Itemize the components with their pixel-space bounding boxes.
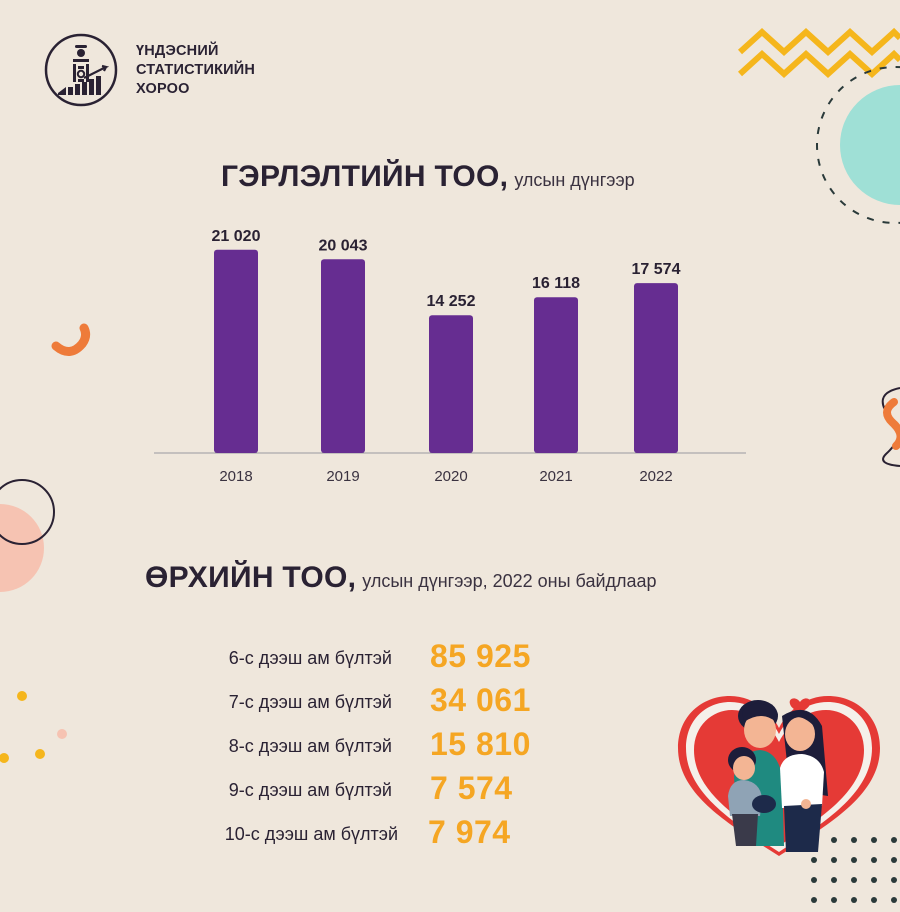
x-tick-label: 2021 xyxy=(539,468,572,485)
household-row-label: 6-с дээш ам бүлтэй xyxy=(228,648,392,668)
marriage-chart-title: ГЭРЛЭЛТИЙН ТОО, улсын дүнгээр xyxy=(221,160,635,194)
household-row-value: 85 925 xyxy=(430,638,531,674)
pink-circle-decoration xyxy=(0,479,55,592)
marriage-title-main: ГЭРЛЭЛТИЙН ТОО, xyxy=(221,160,509,193)
household-row-value: 7 974 xyxy=(428,814,511,850)
household-row-value: 7 574 xyxy=(430,770,513,806)
household-row-value: 15 810 xyxy=(430,726,531,762)
household-row: 9-с дээш ам бүлтэй 7 574 xyxy=(0,770,600,810)
bar-2021 xyxy=(534,297,578,453)
bar-value-label: 21 020 xyxy=(212,228,261,245)
organization-name: ҮНДЭСНИЙ СТАТИСТИКИЙН ХОРОО xyxy=(136,42,316,99)
bar-value-label: 20 043 xyxy=(319,237,368,254)
bar-value-label: 17 574 xyxy=(632,261,681,278)
x-tick-label: 2018 xyxy=(219,468,252,485)
household-row-label: 7-с дээш ам бүлтэй xyxy=(228,692,392,712)
nso-logo xyxy=(44,33,118,107)
bar-2019 xyxy=(321,259,365,453)
household-title-sub: улсын дүнгээр, 2022 оны байдлаар xyxy=(362,571,657,591)
x-tick-label: 2019 xyxy=(326,468,359,485)
household-section-title: ӨРХИЙН ТОО, улсын дүнгээр, 2022 оны байдл… xyxy=(145,561,657,595)
yellow-dots-decoration xyxy=(0,691,67,763)
bar-2022 xyxy=(634,283,678,453)
orange-swirl-decoration xyxy=(51,323,91,356)
teal-circle-decoration xyxy=(816,66,900,224)
bar-2018 xyxy=(214,249,258,453)
household-row: 6-с дээш ам бүлтэй 85 925 xyxy=(0,638,600,678)
household-row-label: 9-с дээш ам бүлтэй xyxy=(228,780,392,800)
org-name-line-2: СТАТИСТИКИЙН xyxy=(136,62,256,78)
family-heart-illustration xyxy=(678,696,880,856)
org-name-line-3: ХОРОО xyxy=(136,81,190,97)
marriage-title-sub: улсын дүнгээр xyxy=(514,170,635,190)
org-name-line-1: ҮНДЭСНИЙ xyxy=(136,43,219,59)
household-row-value: 34 061 xyxy=(430,682,531,718)
household-row-label: 8-с дээш ам бүлтэй xyxy=(228,736,392,756)
dot-grid-decoration xyxy=(811,837,897,903)
bar-value-label: 14 252 xyxy=(427,293,476,310)
household-row: 10-с дээш ам бүлтэй 7 974 xyxy=(0,814,600,854)
household-title-main: ӨРХИЙН ТОО, xyxy=(145,561,357,594)
bar-value-label: 16 118 xyxy=(532,275,580,292)
x-tick-label: 2020 xyxy=(434,468,467,485)
bar-2020 xyxy=(429,315,473,453)
household-row: 8-с дээш ам бүлтэй 15 810 xyxy=(0,726,600,766)
zigzag-decoration xyxy=(738,27,900,79)
household-row: 7-с дээш ам бүлтэй 34 061 xyxy=(0,682,600,722)
marriage-bar-chart: 21 020 2018 20 043 2019 14 252 2020 16 118 2021… xyxy=(154,228,746,485)
household-row-label: 10-с дээш ам бүлтэй xyxy=(224,824,398,844)
x-tick-label: 2022 xyxy=(639,468,672,485)
